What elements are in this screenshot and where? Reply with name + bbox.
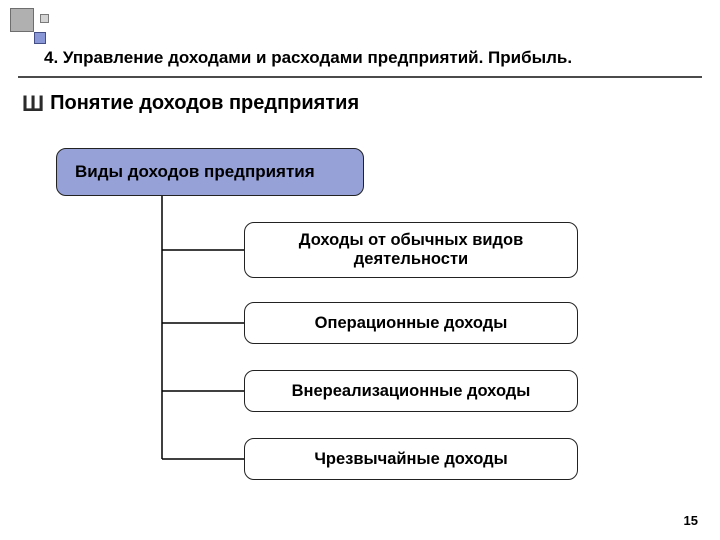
title-divider bbox=[18, 76, 702, 78]
root-node: Виды доходов предприятия bbox=[56, 148, 364, 196]
root-node-label: Виды доходов предприятия bbox=[75, 162, 315, 182]
child-node: Внереализационные доходы bbox=[244, 370, 578, 412]
subtitle-text: Понятие доходов предприятия bbox=[50, 92, 359, 115]
page-number: 15 bbox=[684, 513, 698, 528]
child-node: Доходы от обычных видов деятельности bbox=[244, 222, 578, 278]
bullet-icon: Ш bbox=[22, 93, 44, 115]
slide-title: 4. Управление доходами и расходами предп… bbox=[44, 48, 700, 68]
child-node: Операционные доходы bbox=[244, 302, 578, 344]
child-node: Чрезвычайные доходы bbox=[244, 438, 578, 480]
child-node-label: Чрезвычайные доходы bbox=[314, 450, 507, 469]
child-node-label: Внереализационные доходы bbox=[292, 382, 531, 401]
child-node-label: Операционные доходы bbox=[315, 314, 508, 333]
child-node-label: Доходы от обычных видов деятельности bbox=[259, 231, 563, 269]
subtitle-row: Ш Понятие доходов предприятия bbox=[22, 92, 700, 115]
